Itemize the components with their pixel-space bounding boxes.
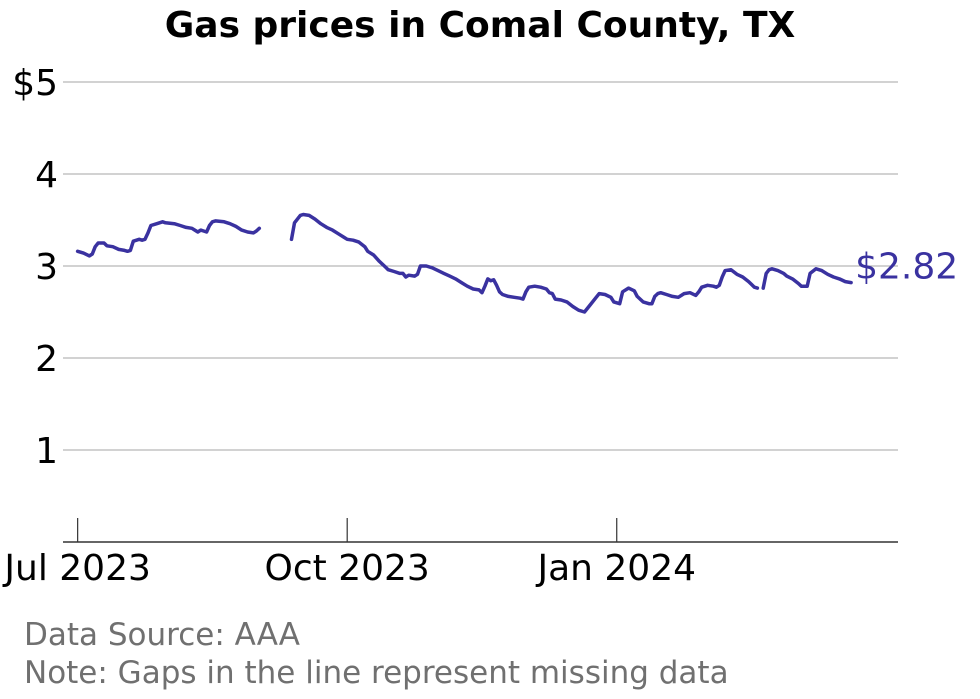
chart-title: Gas prices in Comal County, TX	[165, 5, 796, 46]
y-tick-label: 3	[35, 247, 58, 288]
x-ticks: Jul 2023 Oct 2023 Jan 2024	[2, 518, 696, 589]
x-tick-label: Jul 2023	[2, 548, 151, 589]
y-tick-label: 1	[35, 431, 58, 472]
price-line-segment-3	[761, 267, 853, 290]
price-line-segment-1	[75, 219, 262, 258]
missing-data-note: Note: Gaps in the line represent missing…	[24, 655, 729, 691]
price-line-segment-2	[289, 212, 760, 314]
latest-price-label: $2.82	[855, 247, 958, 288]
x-tick-label: Jan 2024	[535, 548, 696, 589]
y-tick-label: 2	[35, 339, 58, 380]
y-tick-label: $5	[12, 63, 58, 104]
gas-price-chart: Gas prices in Comal County, TX 1 2 3 4 $5 Ju…	[2, 5, 958, 589]
price-series	[75, 212, 853, 314]
y-tick-labels: 1 2 3 4 $5	[12, 63, 58, 472]
y-gridlines	[63, 81, 898, 451]
y-tick-label: 4	[35, 155, 58, 196]
data-source-note: Data Source: AAA	[24, 617, 300, 653]
x-tick-label: Oct 2023	[265, 548, 430, 589]
